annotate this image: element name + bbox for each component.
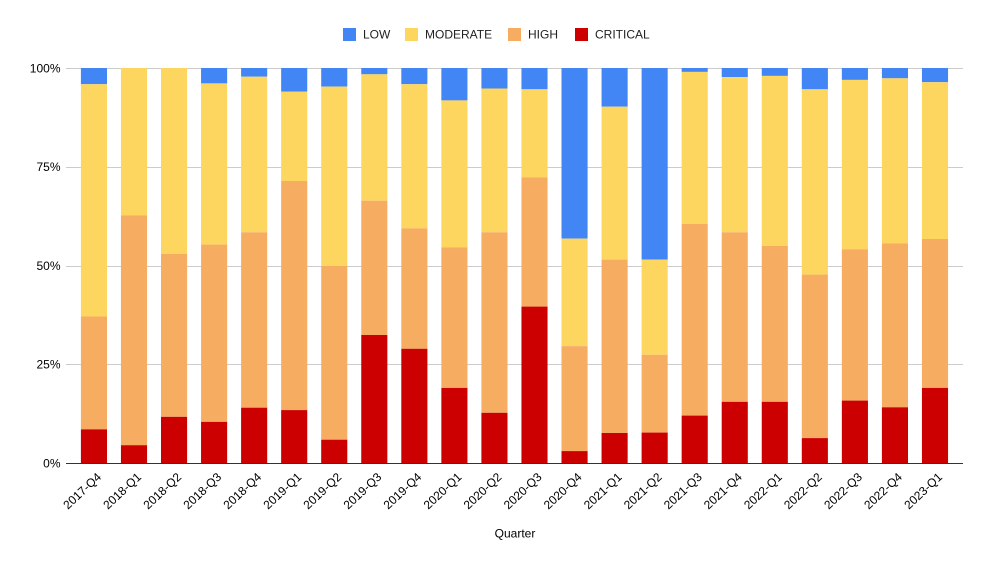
svg-text:LOW: LOW	[363, 28, 391, 42]
svg-text:100%: 100%	[30, 61, 61, 75]
svg-text:0%: 0%	[43, 456, 61, 470]
svg-text:CRITICAL: CRITICAL	[595, 28, 650, 42]
svg-text:HIGH: HIGH	[528, 28, 558, 42]
svg-text:25%: 25%	[36, 358, 60, 372]
svg-text:Quarter: Quarter	[495, 527, 536, 541]
svg-text:MODERATE: MODERATE	[425, 28, 492, 42]
svg-text:75%: 75%	[36, 160, 60, 174]
svg-text:50%: 50%	[36, 259, 60, 273]
